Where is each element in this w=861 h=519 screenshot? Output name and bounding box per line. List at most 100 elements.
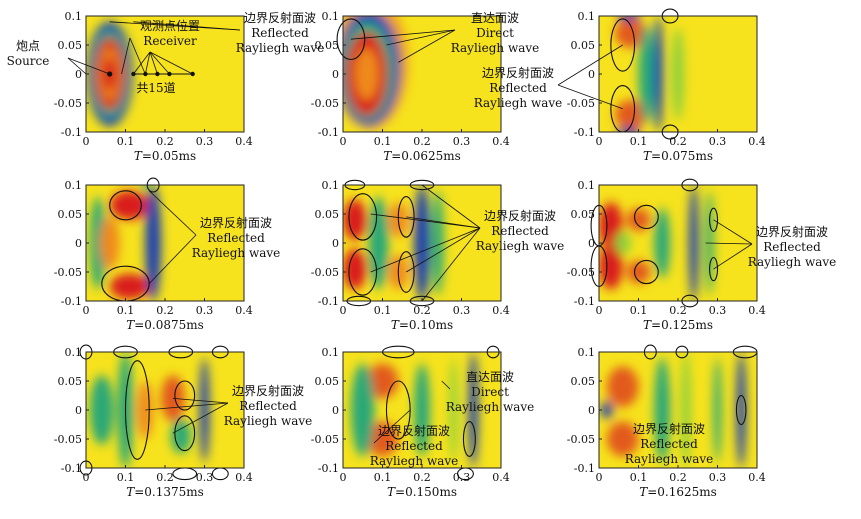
- annotation-ellipse: [462, 421, 476, 457]
- annotation-leader: [705, 242, 753, 245]
- x-tick-label: 0: [83, 135, 90, 148]
- x-tick-label: 0.3: [709, 304, 727, 317]
- x-tick-label: 0.4: [748, 471, 766, 484]
- annotation-leader: [67, 57, 110, 75]
- y-tick-label: -0.05: [311, 266, 339, 279]
- annotation-line: Rayliegh wave: [446, 400, 535, 414]
- annotation-label: 直达面波 Direct Rayliegh wave: [446, 370, 535, 414]
- annotation-line: Rayliegh wave: [224, 414, 313, 428]
- y-tick-label: 0.05: [58, 208, 83, 221]
- annotation-line: 共15道: [136, 81, 175, 95]
- x-tick-label: 0.2: [413, 471, 431, 484]
- annotation-leader: [67, 57, 87, 75]
- annotation-line: Direct: [471, 385, 509, 399]
- annotation-ellipse: [709, 207, 719, 232]
- annotation-line: Rayliegh wave: [625, 452, 714, 466]
- annotation-ellipse: [397, 196, 415, 238]
- annotation-line: Receiver: [143, 34, 197, 48]
- annotation-leader: [148, 190, 197, 236]
- x-tick-label: 0.1: [630, 471, 648, 484]
- annotation-line: Direct: [476, 26, 514, 40]
- wave-pattern: [599, 185, 714, 301]
- y-tick-label: -0.05: [567, 97, 595, 110]
- x-tick-label: 0.1: [117, 304, 135, 317]
- y-tick-label: -0.05: [311, 433, 339, 446]
- x-tick-label: 0.4: [492, 135, 510, 148]
- annotation-label: 边界反射面波 Reflected Rayliegh wave: [236, 10, 325, 55]
- wave-blob: [99, 216, 120, 270]
- annotation-ellipse: [709, 256, 719, 282]
- wave-blob: [350, 363, 375, 457]
- annotation-line: Reflected: [239, 399, 297, 413]
- time-value: =0.10ms: [399, 318, 453, 332]
- y-tick-label: 0: [588, 237, 595, 250]
- wave-blob: [89, 375, 114, 445]
- y-tick-label: 0: [332, 237, 339, 250]
- y-tick-label: 0.1: [322, 179, 340, 192]
- wave-pattern: [600, 352, 746, 468]
- time-value: =0.1375ms: [134, 485, 204, 499]
- x-tick-label: 0.2: [413, 135, 431, 148]
- annotation-ellipse: [336, 18, 366, 61]
- x-tick-label: 0.4: [492, 471, 510, 484]
- wave-blob: [606, 366, 639, 408]
- y-tick-label: -0.05: [567, 266, 595, 279]
- wave-blob: [653, 16, 663, 132]
- annotation-leader: [350, 29, 456, 40]
- annotation-leader: [370, 227, 481, 273]
- wave-blob: [614, 18, 647, 48]
- wave-blob: [654, 208, 671, 278]
- wave-blob: [109, 190, 150, 220]
- annotation-line: 边界反射面波: [232, 383, 304, 398]
- annotation-leader: [386, 29, 456, 46]
- annotation-label: 共15道: [136, 81, 175, 95]
- wave-blob: [614, 231, 631, 255]
- annotation-leader: [713, 243, 753, 270]
- y-tick-label: 0.1: [578, 179, 596, 192]
- wave-blob: [343, 248, 367, 290]
- annotation-leader: [145, 402, 229, 411]
- x-tick-label: 0.3: [709, 471, 727, 484]
- annotation-leader: [172, 398, 229, 404]
- wave-blob: [449, 357, 458, 463]
- annotation-leader: [421, 184, 481, 229]
- x-tick-label: 0.2: [156, 304, 174, 317]
- x-tick-label: 0: [596, 135, 603, 148]
- x-tick-label: 0.1: [630, 304, 648, 317]
- x-tick-label: 0.4: [492, 304, 510, 317]
- y-tick-label: -0.1: [574, 126, 595, 139]
- panel-6: 0 0.1 0.2 0.3 0.4 0.1 0.05 0 -0.05 -0.1 T=0.125ms 边…: [567, 178, 836, 332]
- x-tick-label: 0.3: [453, 304, 471, 317]
- receiver-leader: [145, 51, 151, 75]
- annotation-line: Rayliegh wave: [474, 96, 563, 110]
- wave-pattern: [343, 16, 409, 130]
- wave-blob: [626, 260, 651, 284]
- wave-blob: [713, 357, 722, 463]
- annotation-leader: [441, 380, 451, 390]
- wave-pattern: [350, 352, 479, 468]
- y-tick-label: -0.05: [54, 97, 82, 110]
- annotation-label: 边界反射面波 Reflected Rayliegh wave: [625, 421, 714, 466]
- annotation-leader: [373, 409, 411, 444]
- time-value: =0.075ms: [651, 149, 713, 163]
- y-tick-label: 0.05: [315, 375, 340, 388]
- y-tick-label: -0.1: [61, 126, 82, 139]
- x-tick-label: 0.2: [156, 471, 174, 484]
- annotation-leader: [557, 44, 623, 86]
- y-tick-label: 0.05: [315, 39, 340, 52]
- y-tick-label: 0.1: [578, 10, 596, 23]
- x-tick-label: 0.2: [669, 135, 687, 148]
- wave-blob: [199, 357, 210, 463]
- annotation-ellipse: [348, 248, 378, 296]
- time-variable: T: [639, 485, 648, 499]
- annotation-line: Reflected: [491, 224, 549, 238]
- panel-8: 0 0.1 0.2 0.3 0.4 0.1 0.05 0 -0.05 -0.1 T=0.150ms 直…: [311, 345, 535, 499]
- y-tick-label: 0: [75, 404, 82, 417]
- y-tick-label: 0.05: [315, 208, 340, 221]
- annotation-line: Rayliegh wave: [451, 41, 540, 55]
- wave-blob: [89, 196, 106, 290]
- panel-4: 0 0.1 0.2 0.3 0.4 0.1 0.05 0 -0.05 -0.1 T=0.0875ms…: [54, 177, 280, 332]
- y-tick-label: 0: [332, 68, 339, 81]
- annotation-line: 边界反射面波: [484, 208, 556, 223]
- wave-blob: [431, 190, 444, 296]
